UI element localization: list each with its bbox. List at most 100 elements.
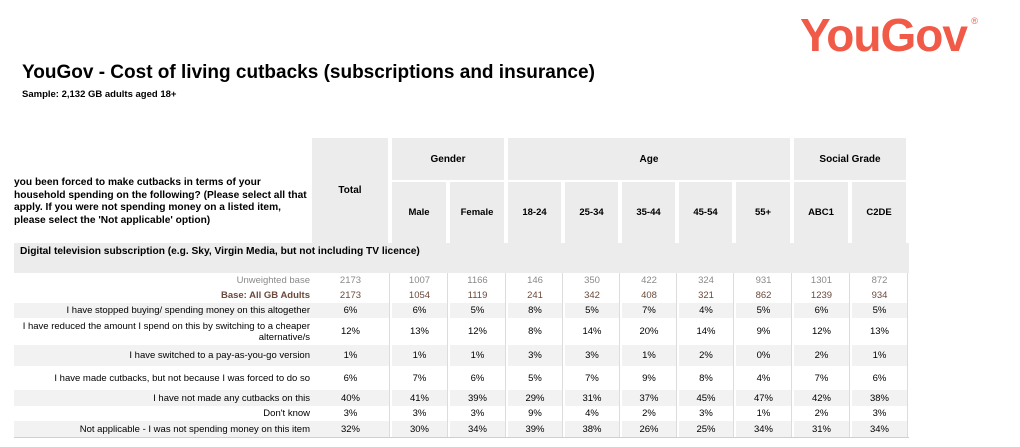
table-cell: 1%: [622, 345, 677, 366]
table-cell: 13%: [392, 318, 448, 345]
table-cell: 9%: [736, 318, 792, 345]
table-cell: 2%: [794, 406, 850, 421]
table-cell: 12%: [794, 318, 850, 345]
table-cell: 30%: [392, 421, 448, 437]
table-cell: 241: [508, 288, 563, 303]
cell-total: 6%: [312, 366, 390, 390]
cell-total: 3%: [312, 406, 390, 421]
table-cell: 34%: [450, 421, 506, 437]
header-group-social-grade: Social Grade: [794, 138, 908, 180]
table-cell: 1054: [392, 288, 448, 303]
table-cell: 1301: [794, 273, 850, 288]
header-group-age: Age: [508, 138, 792, 180]
table-cell: 324: [679, 273, 734, 288]
table-cell: 2%: [679, 345, 734, 366]
table-cell: 934: [852, 288, 908, 303]
table-cell: 9%: [622, 366, 677, 390]
header-col-35-44: 35-44: [622, 182, 677, 243]
row-label: Not applicable - I was not spending mone…: [14, 421, 312, 437]
cell-total: 32%: [312, 421, 390, 437]
row-label: I have made cutbacks, but not because I …: [54, 372, 310, 384]
table-cell: 39%: [450, 390, 506, 406]
table-cell: 8%: [508, 303, 563, 318]
table-cell: 342: [565, 288, 620, 303]
table-cell: 2%: [622, 406, 677, 421]
row-label: I have not made any cutbacks on this: [14, 390, 312, 406]
row-label: I have stopped buying/ spending money on…: [14, 303, 312, 318]
table-cell: 5%: [852, 303, 908, 318]
table-cell: 1007: [392, 273, 448, 288]
table-cell: 321: [679, 288, 734, 303]
table-cell: 7%: [794, 366, 850, 390]
table-cell: 4%: [565, 406, 620, 421]
cell-total: 12%: [312, 318, 390, 345]
table-cell: 3%: [679, 406, 734, 421]
table-cell: 5%: [508, 366, 563, 390]
table-cell: 6%: [852, 366, 908, 390]
table-cell: 8%: [679, 366, 734, 390]
table-row: I have switched to a pay-as-you-go versi…: [0, 345, 1020, 366]
row-label: I have switched to a pay-as-you-go versi…: [14, 345, 312, 366]
table-cell: 350: [565, 273, 620, 288]
table-cell: 3%: [565, 345, 620, 366]
table-cell: 1%: [392, 345, 448, 366]
table-cell: 31%: [565, 390, 620, 406]
table-cell: 25%: [679, 421, 734, 437]
table-cell: 862: [736, 288, 792, 303]
table-cell: 3%: [392, 406, 448, 421]
table-cell: 931: [736, 273, 792, 288]
header-col-45-54: 45-54: [679, 182, 734, 243]
table-cell: 20%: [622, 318, 677, 345]
table-cell: 1%: [852, 345, 908, 366]
table-cell: 42%: [794, 390, 850, 406]
table-row: I have stopped buying/ spending money on…: [0, 303, 1020, 318]
header-col-abc1: ABC1: [794, 182, 850, 243]
table-cell: 1166: [450, 273, 506, 288]
row-label: Base: All GB Adults: [220, 290, 310, 301]
table-cell: 3%: [508, 345, 563, 366]
table-cell: 7%: [392, 366, 448, 390]
table-cell: 6%: [450, 366, 506, 390]
table-cell: 41%: [392, 390, 448, 406]
table-cell: 8%: [508, 318, 563, 345]
cell-total: 2173: [312, 288, 390, 303]
table-cell: 47%: [736, 390, 792, 406]
section-heading: Digital television subscription (e.g. Sk…: [14, 243, 909, 273]
cell-total: 2173: [312, 273, 390, 288]
table-cell: 31%: [794, 421, 850, 437]
table-cell: 1239: [794, 288, 850, 303]
table-cell: 12%: [450, 318, 506, 345]
header-group-gender: Gender: [392, 138, 506, 180]
table-cell: 34%: [852, 421, 908, 437]
table-cell: 3%: [852, 406, 908, 421]
table-cell: 1119: [450, 288, 506, 303]
table-cell: 5%: [736, 303, 792, 318]
row-label: Don't know: [263, 408, 310, 419]
table-row: I have reduced the amount I spend on thi…: [0, 318, 1020, 345]
table-cell: 6%: [392, 303, 448, 318]
header-col-female: Female: [450, 182, 506, 243]
table-cell: 38%: [565, 421, 620, 437]
row-label: Unweighted base: [236, 275, 310, 286]
cell-total: 40%: [312, 390, 390, 406]
header-col-18-24: 18-24: [508, 182, 563, 243]
table-cell: 872: [852, 273, 908, 288]
table-row: I have not made any cutbacks on this 40% 4…: [0, 390, 1020, 406]
cell-total: 6%: [312, 303, 390, 318]
table-cell: 422: [622, 273, 677, 288]
table-cell: 5%: [565, 303, 620, 318]
table-cell: 14%: [679, 318, 734, 345]
table-row: Unweighted base 2173 1007 1166 146 350 422 324 9…: [0, 273, 1020, 288]
table-cell: 3%: [450, 406, 506, 421]
table-cell: 408: [622, 288, 677, 303]
table-cell: 9%: [508, 406, 563, 421]
table-cell: 38%: [852, 390, 908, 406]
table-row: Base: All GB Adults 2173 1054 1119 241 342 408…: [0, 288, 1020, 303]
table-cell: 1%: [450, 345, 506, 366]
header-col-55-plus: 55+: [736, 182, 792, 243]
table-cell: 4%: [736, 366, 792, 390]
table-cell: 146: [508, 273, 563, 288]
table-cell: 5%: [450, 303, 506, 318]
table-cell: 0%: [736, 345, 792, 366]
table-row: I have made cutbacks, but not because I …: [0, 366, 1020, 390]
